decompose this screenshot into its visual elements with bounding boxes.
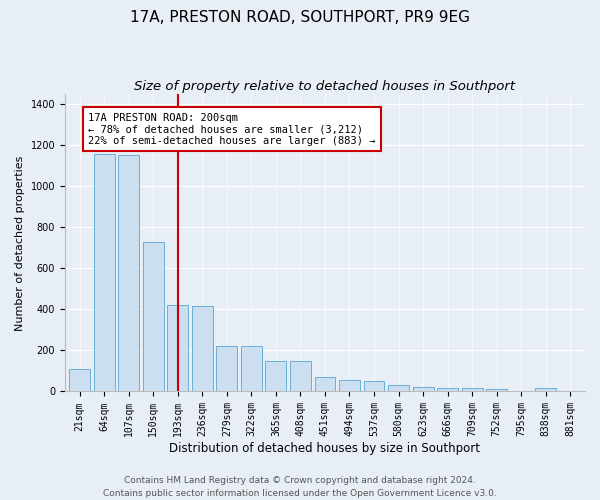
Bar [462,388,482,392]
Bar [314,377,335,392]
Bar [265,360,286,392]
Text: 17A, PRESTON ROAD, SOUTHPORT, PR9 9EG: 17A, PRESTON ROAD, SOUTHPORT, PR9 9EG [130,10,470,25]
X-axis label: Distribution of detached houses by size in Southport: Distribution of detached houses by size … [169,442,481,455]
Bar [118,154,139,392]
Bar [192,306,213,392]
Bar [486,389,507,392]
Bar [217,346,237,392]
Bar [290,360,311,392]
Text: 17A PRESTON ROAD: 200sqm
← 78% of detached houses are smaller (3,212)
22% of sem: 17A PRESTON ROAD: 200sqm ← 78% of detach… [88,112,376,146]
Bar [339,380,360,392]
Bar [535,388,556,392]
Bar [388,386,409,392]
Bar [437,388,458,392]
Y-axis label: Number of detached properties: Number of detached properties [15,155,25,330]
Bar [94,154,115,392]
Bar [364,381,385,392]
Bar [413,388,434,392]
Title: Size of property relative to detached houses in Southport: Size of property relative to detached ho… [134,80,515,93]
Text: Contains HM Land Registry data © Crown copyright and database right 2024.
Contai: Contains HM Land Registry data © Crown c… [103,476,497,498]
Bar [241,346,262,392]
Bar [143,242,164,392]
Bar [167,306,188,392]
Bar [69,369,90,392]
